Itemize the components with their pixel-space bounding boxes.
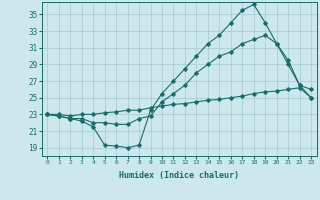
X-axis label: Humidex (Indice chaleur): Humidex (Indice chaleur) [119,171,239,180]
